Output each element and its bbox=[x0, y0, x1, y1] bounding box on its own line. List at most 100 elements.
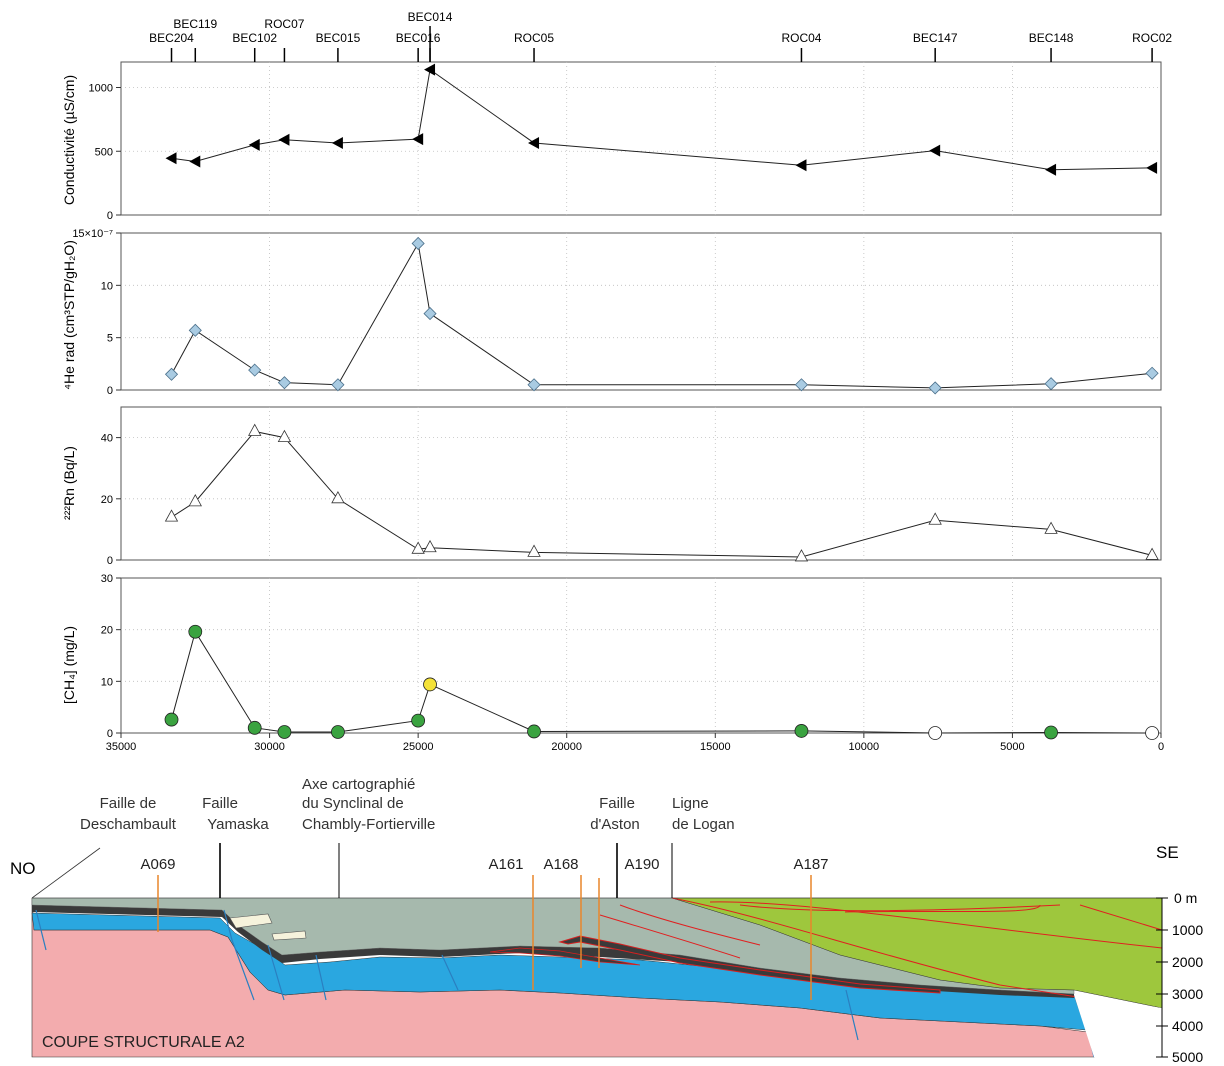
point-conductivity bbox=[424, 63, 436, 76]
ylabel-conductivity: Conductivité (µS/cm) bbox=[61, 75, 77, 205]
well-label-bec147: BEC147 bbox=[913, 31, 958, 45]
point-conductivity bbox=[929, 144, 941, 157]
point-radon bbox=[277, 429, 292, 443]
ytick-label-radon: 20 bbox=[101, 494, 113, 506]
point-radon bbox=[1044, 521, 1058, 534]
well-label-a187: A187 bbox=[793, 856, 828, 873]
point-helium bbox=[164, 367, 179, 381]
ytick-label-conductivity: 1000 bbox=[89, 83, 113, 95]
point-methane bbox=[411, 713, 426, 728]
well-label-roc04: ROC04 bbox=[781, 31, 821, 45]
feature-synclinal-l1: Axe cartographié bbox=[302, 776, 415, 793]
point-radon bbox=[1145, 547, 1159, 560]
xtick-label: 20000 bbox=[551, 741, 582, 753]
point-methane bbox=[277, 725, 292, 739]
point-methane bbox=[794, 724, 809, 738]
point-conductivity bbox=[331, 136, 343, 149]
series-layer bbox=[164, 63, 1159, 740]
ytick-label-helium: 5 bbox=[107, 333, 113, 345]
well-label-bec204: BEC204 bbox=[149, 31, 194, 45]
point-conductivity bbox=[412, 133, 424, 146]
depth-label-1000: 1000 bbox=[1172, 922, 1203, 938]
point-conductivity bbox=[248, 138, 260, 151]
x-axis: 35000 30000 25000 20000 15000 10000 5000 0 bbox=[106, 733, 1164, 753]
series-line-radon bbox=[171, 430, 1153, 558]
point-helium bbox=[423, 307, 437, 321]
depth-label-2000: 2000 bbox=[1172, 954, 1203, 970]
depth-label-5000: 5000 bbox=[1172, 1049, 1203, 1065]
section-title: COUPE STRUCTURALE A2 bbox=[42, 1034, 245, 1051]
point-conductivity bbox=[278, 133, 290, 146]
well-label-bec148: BEC148 bbox=[1029, 31, 1074, 45]
xtick-label: 5000 bbox=[1000, 741, 1024, 753]
point-methane bbox=[331, 725, 345, 739]
methane-panel-frame bbox=[120, 577, 1162, 734]
well-label-a190: A190 bbox=[624, 856, 659, 873]
point-helium bbox=[188, 323, 202, 337]
feature-synclinal-l3: Chambly-Fortierville bbox=[302, 816, 435, 833]
point-methane bbox=[423, 677, 437, 692]
panel-frames bbox=[120, 61, 1162, 734]
point-conductivity bbox=[528, 136, 540, 149]
xtick-label: 0 bbox=[1158, 741, 1164, 753]
series-line-helium bbox=[171, 241, 1153, 389]
point-methane bbox=[247, 720, 262, 735]
deschambault-trace bbox=[31, 847, 101, 899]
ytick-label-helium: 0 bbox=[107, 385, 113, 397]
point-methane bbox=[928, 726, 943, 740]
depth-label-4000: 4000 bbox=[1172, 1018, 1203, 1034]
feature-deschambault-l2: Deschambault bbox=[80, 816, 177, 833]
xtick-label: 25000 bbox=[403, 741, 434, 753]
well-label-a161: A161 bbox=[488, 856, 523, 873]
wells bbox=[157, 875, 812, 1000]
point-radon bbox=[928, 512, 942, 525]
lens-block bbox=[229, 913, 273, 929]
well-label-bec015: BEC015 bbox=[316, 31, 361, 45]
xtick-label: 15000 bbox=[700, 741, 731, 753]
point-radon bbox=[331, 490, 345, 504]
ytick-label-methane: 0 bbox=[107, 728, 113, 740]
point-methane bbox=[527, 724, 541, 739]
structural-section: A069 A161 A168 A190 A187 Faille de Desch… bbox=[10, 776, 1203, 1065]
ytick-label-conductivity: 0 bbox=[107, 210, 113, 222]
point-radon bbox=[527, 544, 541, 557]
ytick-label-methane: 10 bbox=[101, 676, 113, 688]
ytick-label-methane: 20 bbox=[101, 625, 113, 637]
ylabel-radon: ²²²Rn (Bq/L) bbox=[61, 446, 77, 520]
point-methane bbox=[188, 624, 203, 639]
feature-aston-l2: d'Aston bbox=[590, 816, 640, 833]
point-radon bbox=[411, 541, 425, 554]
point-helium bbox=[1145, 366, 1159, 380]
well-label-bec014: BEC014 bbox=[408, 10, 453, 24]
point-methane bbox=[1044, 725, 1058, 740]
point-helium bbox=[928, 381, 942, 395]
point-radon bbox=[248, 423, 262, 436]
ytick-label-radon: 0 bbox=[107, 555, 113, 567]
ytick-label-conductivity: 500 bbox=[95, 146, 113, 158]
y-axes: 0 500 1000 0 5 10 15×10⁻⁷ 0 20 40 0 10 20 30 bbox=[72, 83, 121, 740]
point-helium bbox=[411, 236, 425, 251]
feature-deschambault-l1: Faille de bbox=[100, 795, 157, 812]
label-no: NO bbox=[10, 859, 36, 878]
well-label-bec102: BEC102 bbox=[232, 31, 277, 45]
xtick-label: 10000 bbox=[849, 741, 880, 753]
point-conductivity bbox=[795, 159, 807, 172]
point-conductivity bbox=[189, 155, 201, 168]
well-label-bec016: BEC016 bbox=[396, 31, 441, 45]
feature-logan-l1: Ligne bbox=[672, 795, 709, 812]
series-line-methane bbox=[171, 630, 1153, 734]
feature-yamaska-l1: Faille bbox=[202, 795, 238, 812]
xtick-label: 30000 bbox=[254, 741, 285, 753]
point-radon bbox=[423, 539, 437, 553]
depth-label-0: 0 m bbox=[1174, 890, 1197, 906]
radon-panel-frame bbox=[120, 406, 1162, 561]
point-methane bbox=[164, 712, 179, 727]
point-helium bbox=[1044, 377, 1058, 391]
point-radon bbox=[188, 494, 202, 507]
feature-logan-l2: de Logan bbox=[672, 816, 735, 833]
depth-ticks bbox=[1156, 897, 1168, 1058]
nappe-unit bbox=[558, 935, 941, 994]
point-helium bbox=[248, 363, 262, 377]
